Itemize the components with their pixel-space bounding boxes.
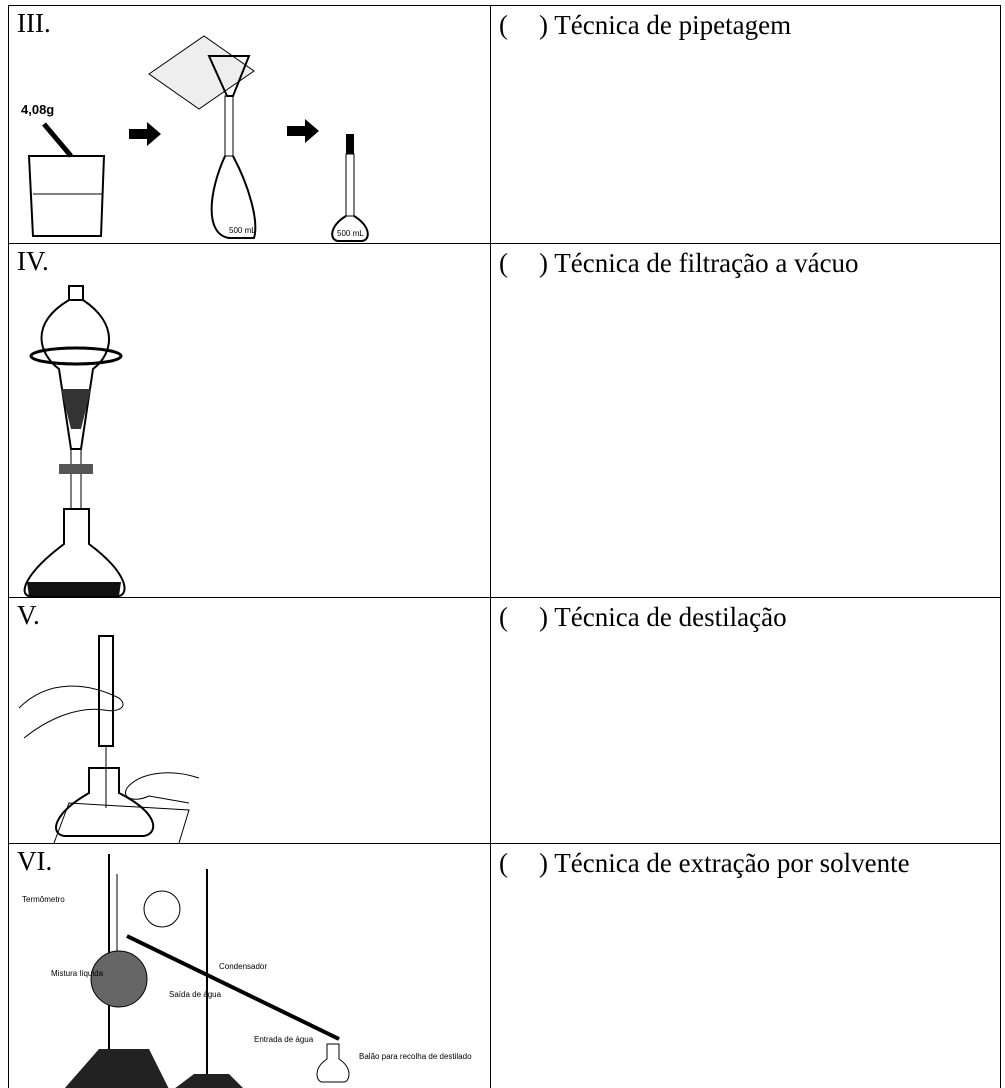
stem (70, 448, 82, 510)
base (175, 1074, 243, 1088)
paren: ( (499, 10, 508, 40)
flask (210, 155, 257, 239)
option-text: ) Técnica de pipetagem (539, 10, 792, 40)
option: ( ) Técnica de extração por solvente (499, 848, 910, 879)
option-cell: ( ) Técnica de extração por solvente (490, 843, 1001, 1088)
water-out-label: Saída de água (169, 990, 222, 999)
mixture-label: Mistura líquida (51, 969, 104, 978)
row-label: V. (17, 600, 40, 630)
option-cell: ( ) Técnica de filtração a vácuo (490, 243, 1001, 598)
paren: ( (499, 848, 508, 878)
liquid (27, 582, 121, 596)
paper (148, 35, 255, 110)
option: ( ) Técnica de filtração a vácuo (499, 248, 859, 279)
option-text: ) Técnica de filtração a vácuo (539, 248, 859, 278)
flask (90, 950, 148, 1008)
flask (331, 215, 369, 242)
base (64, 1049, 169, 1088)
arrow (42, 122, 73, 158)
titration-illustration (18, 635, 200, 844)
hand (18, 685, 124, 739)
mass-label: 4,08g (21, 102, 54, 117)
figure-cell: III. 4,08g 500 mL 500 mL (8, 5, 491, 244)
arrow (287, 119, 319, 143)
hand (125, 772, 200, 804)
paren: ( (499, 602, 508, 632)
stopper (68, 285, 84, 301)
thermometer-label: Termômetro (22, 895, 65, 904)
option-text: ) Técnica de destilação (539, 602, 787, 632)
figure-cell: VI. Termômetro Mistura líquida Condensad… (8, 843, 491, 1088)
flask-label: Balão para recolha de destilado (359, 1052, 472, 1061)
paren: ( (499, 248, 508, 278)
ring (29, 346, 123, 366)
option: ( ) Técnica de pipetagem (499, 10, 791, 41)
beaker (27, 155, 106, 237)
figure-cell: V. (8, 597, 491, 844)
water-in-label: Entrada de água (254, 1035, 314, 1044)
stopper (346, 134, 354, 154)
condenser (126, 934, 340, 1041)
paper (53, 802, 190, 844)
flask-neck (224, 95, 234, 157)
figure-cell: IV. (8, 243, 491, 598)
liquid (61, 389, 91, 429)
receiving-flask (316, 1043, 350, 1083)
distillation-illustration: Termômetro Mistura líquida Condensador S… (22, 854, 472, 1088)
detail (143, 890, 181, 928)
row-label: III. (17, 8, 51, 38)
condenser-label: Condensador (219, 962, 267, 971)
option-cell: ( ) Técnica de pipetagem (490, 5, 1001, 244)
separatory-funnel-illustration (23, 285, 126, 597)
option: ( ) Técnica de destilação (499, 602, 787, 633)
option-text: ) Técnica de extração por solvente (539, 848, 910, 878)
flask-label: 500 mL (337, 229, 364, 238)
flask-neck (345, 153, 355, 217)
flask-label: 500 mL (229, 226, 256, 235)
row-label: VI. (17, 846, 53, 876)
option-cell: ( ) Técnica de destilação (490, 597, 1001, 844)
stopcock (59, 464, 93, 474)
erlenmeyer (55, 767, 155, 837)
row-label: IV. (17, 246, 49, 276)
arrow (129, 122, 161, 146)
weighing-illustration: 4,08g 500 mL 500 mL (21, 35, 369, 242)
